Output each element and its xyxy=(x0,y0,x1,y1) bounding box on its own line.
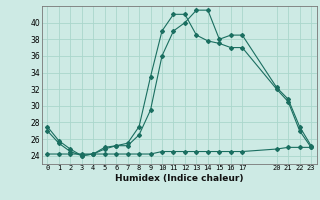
X-axis label: Humidex (Indice chaleur): Humidex (Indice chaleur) xyxy=(115,174,244,183)
